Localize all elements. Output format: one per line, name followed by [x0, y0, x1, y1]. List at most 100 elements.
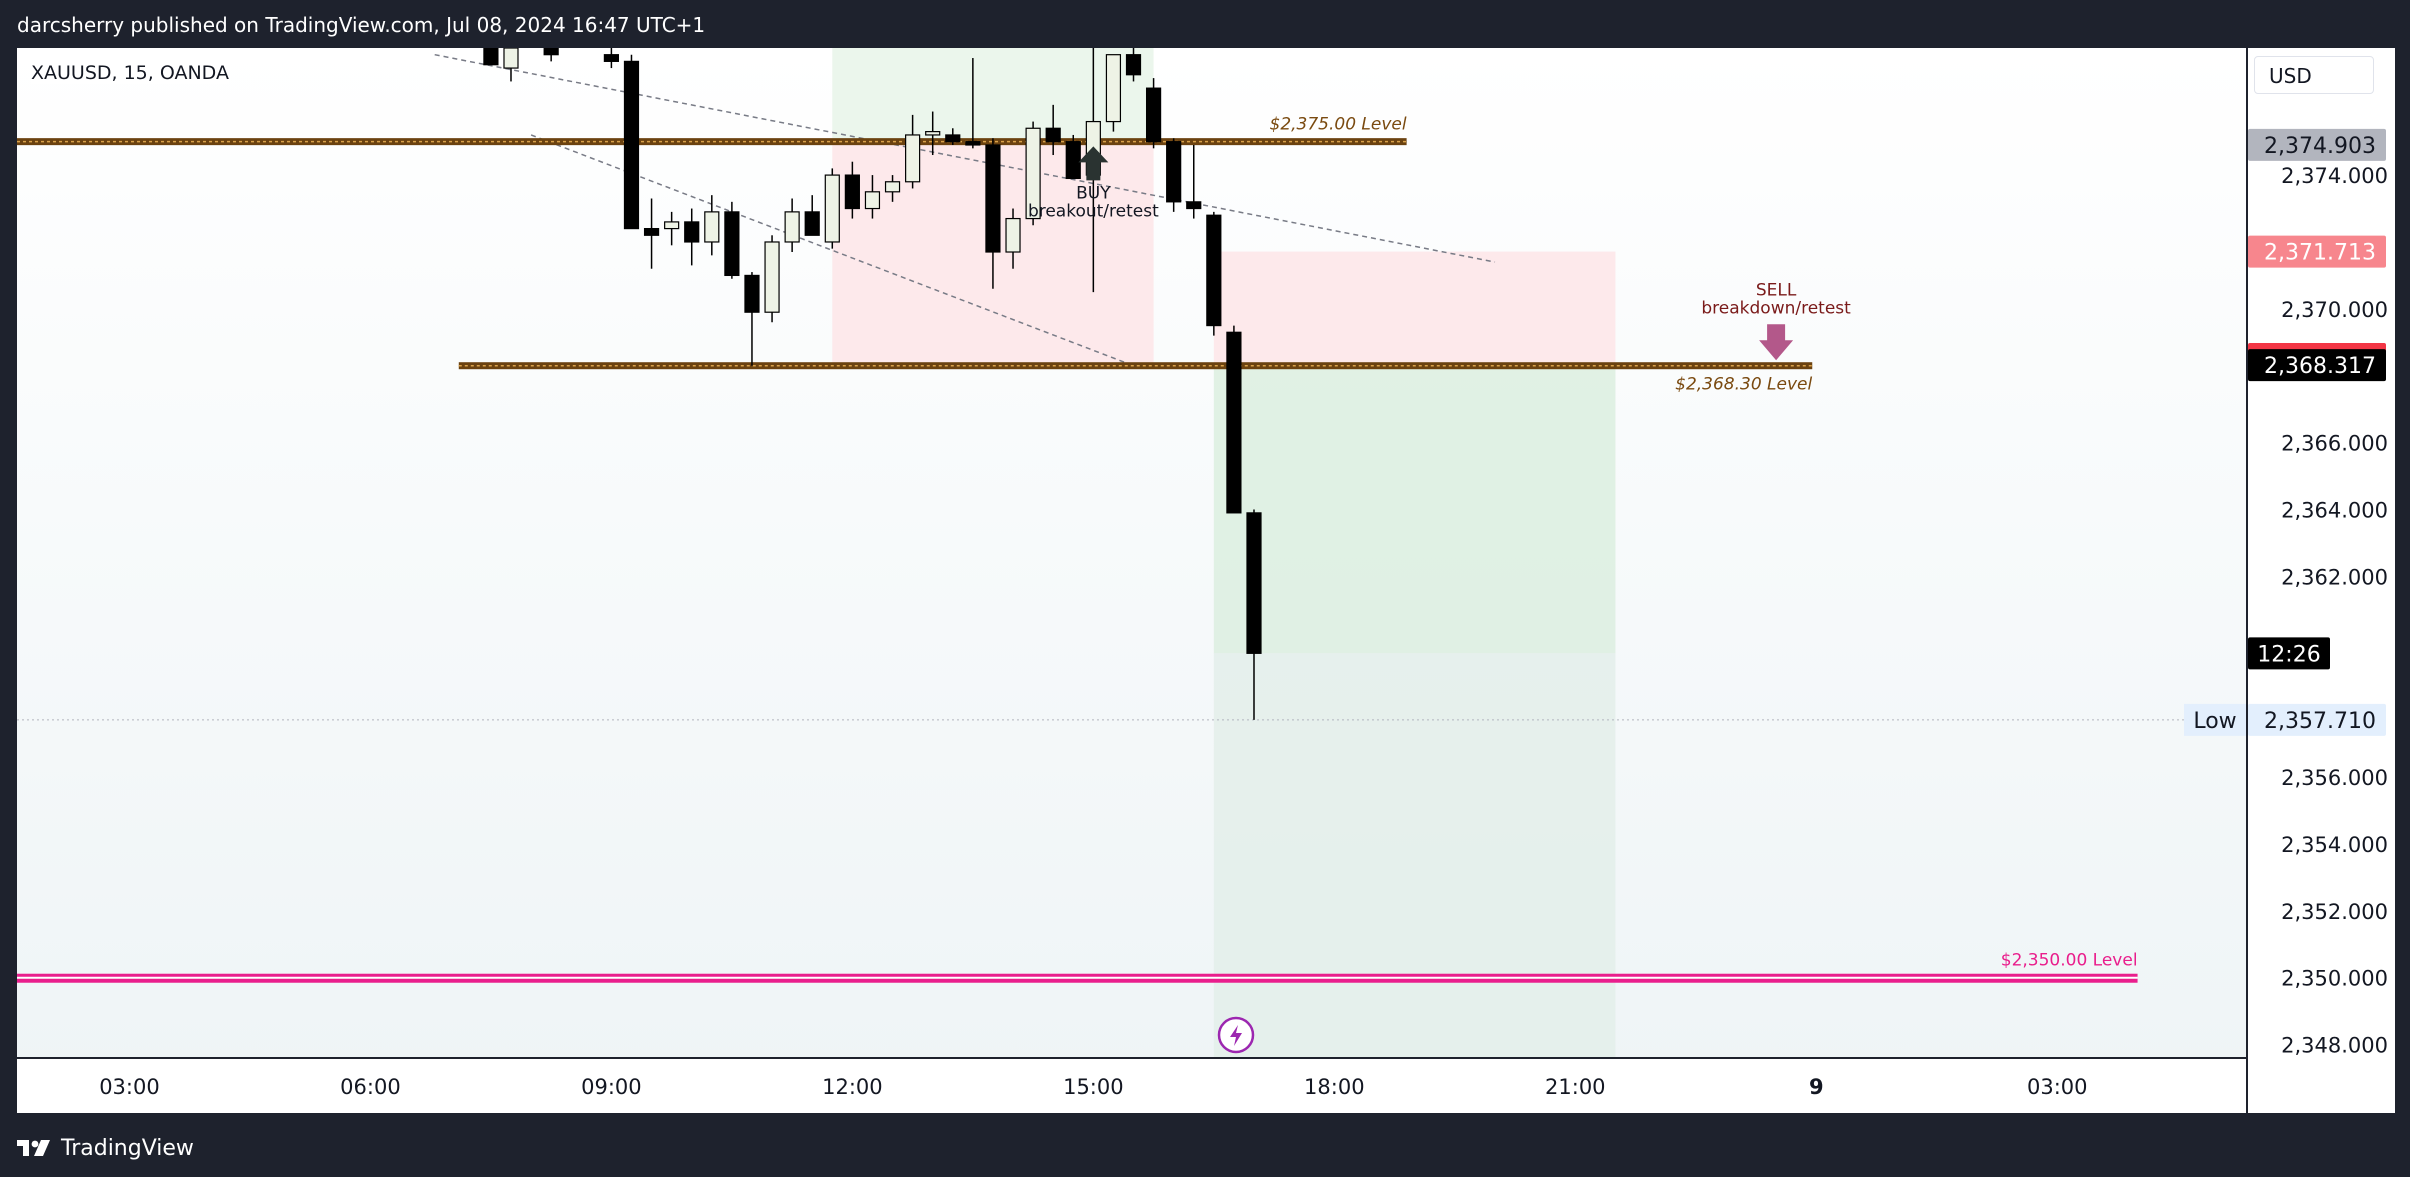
candle[interactable]	[844, 161, 860, 219]
candle-body	[1186, 201, 1202, 210]
candle-body	[1226, 331, 1242, 514]
trend-line[interactable]	[434, 53, 1496, 263]
candle[interactable]	[1186, 144, 1202, 219]
candle-body	[1206, 214, 1222, 327]
publish-header: darcsherry published on TradingView.com,…	[0, 0, 2410, 48]
price-tick-label: 2,370.000	[2281, 298, 2388, 322]
time-axis-background	[17, 1058, 2246, 1113]
candle-body	[945, 134, 961, 143]
price-marker-label[interactable]: 2,357.710	[2248, 703, 2386, 736]
price-marker-text: 2,357.710	[2264, 709, 2376, 734]
candle[interactable]	[1206, 211, 1222, 336]
candle[interactable]	[643, 198, 660, 269]
candle[interactable]	[744, 272, 760, 366]
annotation-text: SELL	[1756, 280, 1797, 300]
position-zone[interactable]	[1213, 653, 1616, 1058]
candle-body	[503, 48, 519, 69]
candle-body	[764, 241, 780, 313]
candle[interactable]	[1145, 78, 1162, 149]
candle-body	[905, 134, 921, 183]
position-zone[interactable]	[832, 48, 1154, 142]
candle-body	[1105, 54, 1122, 123]
candle[interactable]	[884, 175, 901, 202]
candle-body	[603, 54, 620, 62]
candle[interactable]	[1045, 104, 1061, 156]
annotation-text: breakdown/retest	[1701, 298, 1851, 318]
countdown-label[interactable]: 12:26	[2248, 637, 2330, 670]
candle-body	[965, 141, 981, 146]
candle[interactable]	[603, 48, 620, 69]
low-tag[interactable]: Low	[2184, 703, 2246, 736]
tradingview-logo-icon	[17, 1140, 50, 1156]
level-label: $2,350.00 Level	[2001, 951, 2138, 971]
price-marker-text: 12:26	[2257, 642, 2320, 667]
candle[interactable]	[1025, 121, 1041, 226]
candle[interactable]	[764, 235, 780, 323]
candle-body	[543, 48, 559, 56]
candle[interactable]	[684, 208, 700, 266]
price-marker-label[interactable]: 2,368.317	[2248, 349, 2386, 382]
time-tick-label: 15:00	[1063, 1075, 1124, 1099]
candle[interactable]	[1105, 54, 1122, 132]
candle[interactable]	[623, 54, 640, 230]
candlestick-chart[interactable]: $2,375.00 Level $2,368.30 Level $2,350.00 …	[17, 48, 2246, 1113]
candle[interactable]	[503, 48, 519, 82]
price-tick-label: 2,350.000	[2281, 967, 2388, 991]
position-zone[interactable]	[1213, 365, 1616, 654]
lightning-icon[interactable]	[1217, 1016, 1255, 1054]
candle-body	[1246, 512, 1262, 654]
footer[interactable]: TradingView	[17, 1130, 194, 1166]
price-axis-panel[interactable]: 2,374.000 2,370.000 2,366.000 2,364.000 2,36…	[2246, 48, 2395, 1113]
level-line[interactable]	[458, 362, 1813, 370]
candle[interactable]	[905, 114, 921, 189]
candle[interactable]	[925, 111, 941, 156]
candle-body	[1145, 87, 1162, 143]
candle[interactable]	[784, 198, 800, 253]
down-arrow-icon	[1759, 324, 1794, 361]
brand-name: TradingView	[61, 1135, 194, 1161]
currency-selector[interactable]: USD	[2254, 56, 2374, 94]
candle[interactable]	[1166, 138, 1182, 212]
candle[interactable]	[1246, 509, 1262, 720]
price-marker-label[interactable]: 2,374.903	[2248, 128, 2386, 161]
candle[interactable]	[543, 48, 559, 62]
time-tick-label: 18:00	[1304, 1075, 1365, 1099]
candle-body	[784, 211, 800, 243]
candle[interactable]	[1226, 325, 1242, 514]
price-tick-label: 2,356.000	[2281, 766, 2388, 790]
candle[interactable]	[965, 58, 981, 149]
chart-container[interactable]: $2,375.00 Level $2,368.30 Level $2,350.00 …	[17, 48, 2246, 1113]
time-tick-label: 03:00	[2027, 1075, 2088, 1099]
low-tag-text: Low	[2193, 709, 2236, 734]
candle[interactable]	[704, 195, 720, 256]
price-tick-label: 2,374.000	[2281, 164, 2388, 188]
candle[interactable]	[724, 201, 740, 279]
candle[interactable]	[1065, 134, 1081, 180]
candle[interactable]	[824, 168, 840, 249]
level-label: $2,375.00 Level	[1270, 115, 1407, 135]
price-marker-bg	[2248, 235, 2386, 268]
symbol-info: XAUUSD, 15, OANDA	[31, 62, 229, 84]
candle[interactable]	[483, 48, 499, 66]
candle-body	[643, 227, 660, 236]
price-marker-label[interactable]: 2,371.713	[2248, 235, 2386, 268]
candle[interactable]	[1005, 208, 1021, 269]
level-line[interactable]	[17, 138, 1407, 146]
candle[interactable]	[664, 211, 680, 246]
candle-body	[844, 174, 860, 210]
candle[interactable]	[985, 138, 1001, 289]
candle[interactable]	[1125, 48, 1142, 82]
time-tick-label: 06:00	[340, 1075, 401, 1099]
candle[interactable]	[864, 175, 881, 219]
candle-body	[1166, 141, 1182, 203]
candle-body	[1045, 127, 1061, 143]
time-tick-label: 09:00	[581, 1075, 642, 1099]
candle-body	[623, 60, 640, 230]
price-marker-bg	[2248, 349, 2386, 382]
candle-body	[1065, 141, 1081, 180]
candle[interactable]	[804, 195, 820, 236]
candle[interactable]	[945, 128, 961, 145]
position-zone[interactable]	[1213, 251, 1616, 366]
